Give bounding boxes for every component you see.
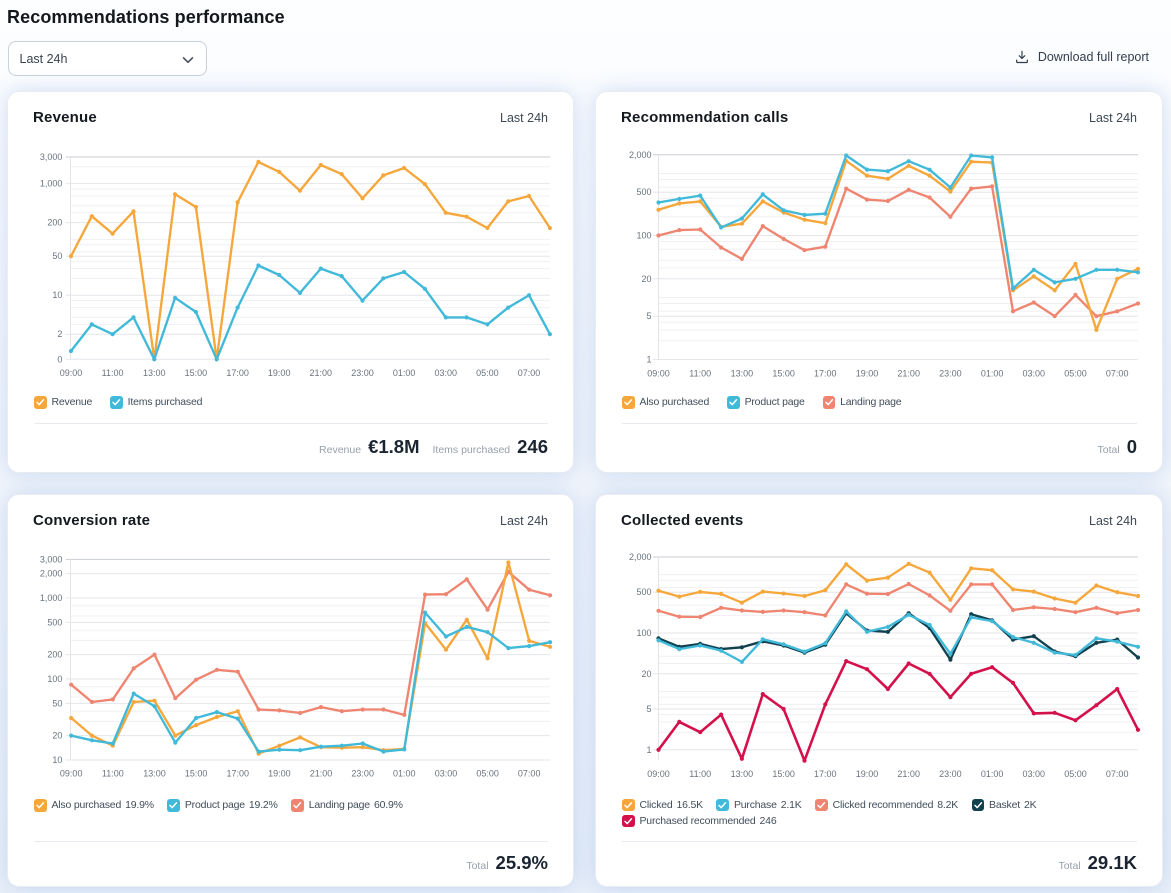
svg-text:19:00: 19:00: [856, 368, 879, 378]
svg-text:0: 0: [57, 354, 62, 364]
svg-text:23:00: 23:00: [939, 769, 962, 779]
svg-text:2: 2: [57, 329, 62, 339]
svg-text:15:00: 15:00: [185, 368, 208, 378]
svg-text:13:00: 13:00: [731, 368, 754, 378]
svg-text:09:00: 09:00: [60, 769, 83, 779]
svg-text:21:00: 21:00: [310, 368, 333, 378]
svg-text:1,000: 1,000: [40, 593, 63, 603]
svg-text:13:00: 13:00: [731, 769, 754, 779]
svg-text:05:00: 05:00: [476, 368, 499, 378]
svg-text:500: 500: [47, 617, 62, 627]
svg-text:5: 5: [646, 311, 651, 321]
svg-text:19:00: 19:00: [268, 769, 291, 779]
svg-text:50: 50: [52, 698, 62, 708]
svg-text:10: 10: [52, 755, 62, 765]
svg-text:2,000: 2,000: [629, 552, 652, 562]
svg-text:2,000: 2,000: [40, 569, 63, 579]
svg-text:100: 100: [47, 674, 62, 684]
svg-text:19:00: 19:00: [856, 769, 879, 779]
svg-text:17:00: 17:00: [814, 368, 837, 378]
svg-text:3,000: 3,000: [40, 554, 63, 564]
svg-text:1: 1: [646, 745, 651, 755]
svg-text:20: 20: [641, 669, 651, 679]
svg-text:11:00: 11:00: [689, 368, 711, 378]
svg-text:10: 10: [52, 290, 62, 300]
svg-text:100: 100: [636, 628, 651, 638]
svg-text:03:00: 03:00: [435, 769, 458, 779]
svg-text:20: 20: [52, 731, 62, 741]
svg-text:09:00: 09:00: [647, 769, 670, 779]
svg-text:500: 500: [636, 187, 651, 197]
svg-text:21:00: 21:00: [897, 368, 920, 378]
svg-text:13:00: 13:00: [143, 769, 166, 779]
svg-text:15:00: 15:00: [772, 769, 795, 779]
svg-text:09:00: 09:00: [60, 368, 83, 378]
svg-text:100: 100: [636, 231, 651, 241]
svg-text:21:00: 21:00: [310, 769, 333, 779]
svg-text:3,000: 3,000: [40, 152, 63, 162]
svg-text:07:00: 07:00: [1106, 769, 1129, 779]
svg-text:23:00: 23:00: [351, 368, 374, 378]
svg-text:2,000: 2,000: [629, 150, 652, 160]
svg-text:05:00: 05:00: [1064, 769, 1087, 779]
svg-text:21:00: 21:00: [897, 769, 920, 779]
svg-text:03:00: 03:00: [1023, 769, 1046, 779]
svg-text:07:00: 07:00: [1106, 368, 1129, 378]
svg-text:15:00: 15:00: [185, 769, 208, 779]
svg-text:11:00: 11:00: [102, 769, 124, 779]
svg-text:05:00: 05:00: [476, 769, 499, 779]
svg-text:23:00: 23:00: [351, 769, 374, 779]
svg-text:05:00: 05:00: [1064, 368, 1087, 378]
svg-text:23:00: 23:00: [939, 368, 962, 378]
svg-text:03:00: 03:00: [1023, 368, 1046, 378]
svg-text:01:00: 01:00: [981, 368, 1004, 378]
svg-text:07:00: 07:00: [518, 368, 541, 378]
svg-text:50: 50: [52, 251, 62, 261]
svg-text:17:00: 17:00: [227, 769, 250, 779]
svg-text:09:00: 09:00: [647, 368, 670, 378]
svg-text:11:00: 11:00: [689, 769, 711, 779]
svg-text:03:00: 03:00: [435, 368, 458, 378]
svg-text:5: 5: [646, 704, 651, 714]
svg-text:500: 500: [636, 587, 651, 597]
svg-text:17:00: 17:00: [226, 368, 249, 378]
svg-text:01:00: 01:00: [393, 368, 416, 378]
svg-text:01:00: 01:00: [393, 769, 416, 779]
svg-text:11:00: 11:00: [102, 368, 124, 378]
svg-text:20: 20: [641, 274, 651, 284]
svg-text:1,000: 1,000: [40, 179, 63, 189]
svg-text:200: 200: [47, 218, 62, 228]
svg-text:1: 1: [646, 355, 651, 365]
svg-text:200: 200: [47, 650, 62, 660]
svg-text:15:00: 15:00: [772, 368, 795, 378]
svg-text:19:00: 19:00: [268, 368, 291, 378]
svg-text:07:00: 07:00: [518, 769, 541, 779]
svg-text:17:00: 17:00: [814, 769, 837, 779]
svg-text:01:00: 01:00: [981, 769, 1004, 779]
svg-text:13:00: 13:00: [143, 368, 166, 378]
